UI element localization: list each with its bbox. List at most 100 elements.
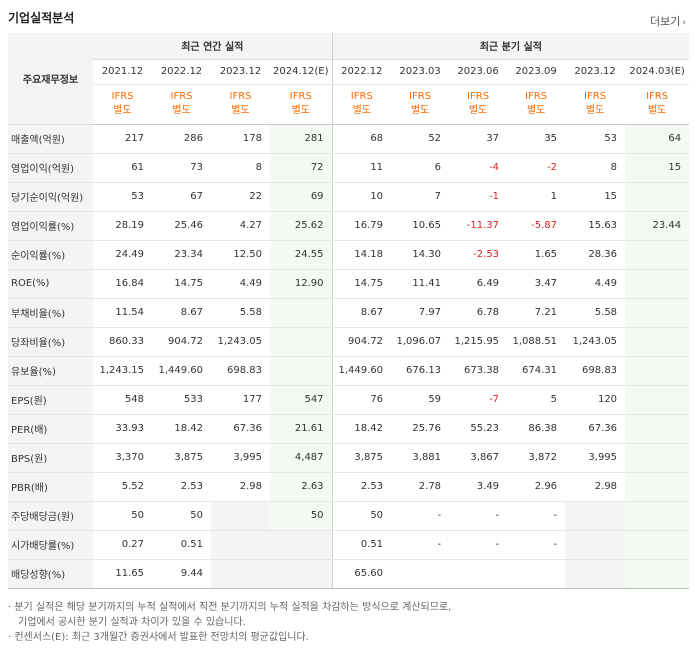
table-cell: 10 xyxy=(331,182,392,212)
table-cell: 11.41 xyxy=(391,269,450,299)
chevron-right-icon: › xyxy=(682,18,686,28)
table-cell: 1,449.60 xyxy=(152,356,211,386)
table-cell: 15 xyxy=(625,153,690,183)
table-cell xyxy=(507,559,566,589)
annual-group-header: 최근 연간 실적 xyxy=(93,33,333,60)
basis-header: IFRS 별도 xyxy=(211,84,270,125)
table-cell: 18.42 xyxy=(152,414,211,444)
table-cell: 1,449.60 xyxy=(331,356,392,386)
table-cell: 5.58 xyxy=(565,298,626,328)
table-cell: 8.67 xyxy=(152,298,211,328)
table-cell: 5.52 xyxy=(93,472,152,502)
table-cell: 23.34 xyxy=(152,240,211,270)
table-cell: 1 xyxy=(507,182,566,212)
table-cell: 0.51 xyxy=(152,530,211,560)
table-cell: - xyxy=(507,530,566,560)
table-cell: 28.36 xyxy=(565,240,626,270)
table-cell: 2.63 xyxy=(270,472,333,502)
table-cell xyxy=(270,356,333,386)
table-row: 주당배당금(원) 50 50 50 50- - - xyxy=(8,500,690,531)
table-cell xyxy=(211,559,270,589)
table-row: 부채비율(%) 11.54 8.67 5.58 8.67 7.97 6.78 7.21 5.58 xyxy=(8,298,690,328)
table-cell: 64 xyxy=(625,124,690,154)
table-row: 유보율(%) 1,243.15 1,449.60 698.83 1,449.60 676.… xyxy=(8,356,690,386)
period-header: 2022.12 xyxy=(152,59,211,85)
row-label: 영업이익(억원) xyxy=(8,153,93,183)
table-cell: 2.78 xyxy=(391,472,450,502)
table-cell: 37 xyxy=(449,124,508,154)
table-row: 시가배당률(%) 0.27 0.51 0.51- - - xyxy=(8,530,690,560)
period-header: 2023.06 xyxy=(449,59,508,85)
basis-type: 별도 xyxy=(526,105,546,116)
row-label: 매출액(억원) xyxy=(8,124,93,154)
table-cell: -4 xyxy=(449,153,508,183)
table-row: 배당성향(%) 11.65 9.44 65.60 xyxy=(8,559,690,589)
table-cell: 52 xyxy=(391,124,450,154)
table-cell: 6.49 xyxy=(449,269,508,299)
basis-header: IFRS 별도 xyxy=(449,84,508,125)
period-header: 2023.03 xyxy=(391,59,450,85)
row-label: EPS(원) xyxy=(8,384,93,415)
row-label: PBR(배) xyxy=(8,472,93,502)
basis-header: IFRS 별도 xyxy=(391,84,450,125)
table-cell: 2.98 xyxy=(211,472,270,502)
table-cell xyxy=(625,500,690,531)
table-cell xyxy=(565,530,626,560)
table-cell xyxy=(270,298,333,328)
table-cell: 547 xyxy=(270,384,333,415)
table-cell: 3,881 xyxy=(391,443,450,473)
more-link[interactable]: 더보기 › xyxy=(650,13,686,29)
table-cell: -11.37 xyxy=(449,210,508,241)
table-row: 순이익률(%) 24.49 23.34 12.50 24.55 14.18 14.30 -2.… xyxy=(8,240,690,270)
table-cell: 0.51 xyxy=(331,530,392,560)
row-label: 당좌비율(%) xyxy=(8,327,93,357)
table-row: 영업이익(억원) 61 73 8 72 11 6 -4 -2 8 15 xyxy=(8,153,690,183)
table-cell: 178 xyxy=(211,124,270,154)
basis-type: 별도 xyxy=(468,105,488,116)
table-cell: 55.23 xyxy=(449,414,508,444)
basis-type: 별도 xyxy=(172,105,191,116)
table-cell: 24.49 xyxy=(93,240,152,270)
basis-type: 별도 xyxy=(585,105,605,116)
table-cell: 25.62 xyxy=(270,210,333,241)
basis-standard: IFRS xyxy=(111,91,134,102)
period-header: 2023.12 xyxy=(565,59,626,85)
table-cell: 4.27 xyxy=(211,210,270,241)
table-cell: -2.53 xyxy=(449,240,508,270)
table-cell: 217 xyxy=(93,124,152,154)
table-cell: 22 xyxy=(211,182,270,212)
table-cell: 24.55 xyxy=(270,240,333,270)
basis-header: IFRS 별도 xyxy=(507,84,566,125)
table-cell xyxy=(565,559,626,589)
table-cell: 548 xyxy=(93,384,152,415)
table-cell: 53 xyxy=(93,182,152,212)
row-label: PER(배) xyxy=(8,414,93,444)
table-row: 당기순이익(억원) 53 67 22 69 10 7 -1 1 15 xyxy=(8,182,690,212)
table-cell: 65.60 xyxy=(331,559,392,589)
table-cell: 15 xyxy=(565,182,626,212)
table-cell xyxy=(391,559,450,589)
table-cell: 14.30 xyxy=(391,240,450,270)
basis-header: IFRS 별도 xyxy=(270,84,333,125)
table-cell xyxy=(270,559,333,589)
table-cell: 2.96 xyxy=(507,472,566,502)
table-cell: 698.83 xyxy=(211,356,270,386)
table-cell: 69 xyxy=(270,182,333,212)
basis-type: 별도 xyxy=(291,105,310,116)
table-cell xyxy=(211,500,270,531)
table-cell: 673.38 xyxy=(449,356,508,386)
quarter-group-header: 최근 분기 실적 xyxy=(331,33,690,60)
table-cell: 3,875 xyxy=(152,443,211,473)
table-cell xyxy=(625,443,690,473)
table-cell: 12.50 xyxy=(211,240,270,270)
table-cell: 15.63 xyxy=(565,210,626,241)
table-cell: 14.75 xyxy=(152,269,211,299)
table-cell: 5 xyxy=(507,384,566,415)
table-cell xyxy=(625,530,690,560)
table-cell: 6.78 xyxy=(449,298,508,328)
basis-standard: IFRS xyxy=(170,91,193,102)
basis-standard: IFRS xyxy=(229,91,252,102)
table-cell: -5.87 xyxy=(507,210,566,241)
table-cell: 76 xyxy=(331,384,392,415)
table-cell: -7 xyxy=(449,384,508,415)
